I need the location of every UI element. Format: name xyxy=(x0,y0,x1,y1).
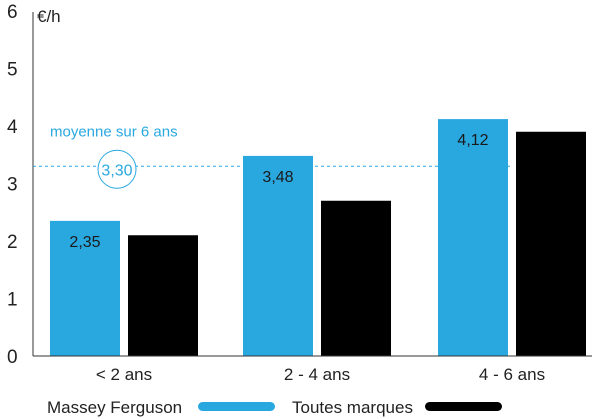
bar-value-label: 2,35 xyxy=(69,234,100,251)
average-reference-line: moyenne sur 6 ans 3,30 xyxy=(33,123,512,189)
x-category-label: 2 - 4 ans xyxy=(284,365,350,384)
x-category-label: < 2 ans xyxy=(96,365,152,384)
y-tick-label: 2 xyxy=(7,232,18,253)
legend-swatch-massey-ferguson xyxy=(198,402,275,411)
bar-massey-ferguson xyxy=(438,119,508,356)
average-line-label: moyenne sur 6 ans xyxy=(50,123,178,140)
bar-value-label: 3,48 xyxy=(262,169,293,186)
y-tick-label: 3 xyxy=(7,175,18,196)
y-axis-unit-label: €/h xyxy=(37,7,61,26)
y-tick-label: 6 xyxy=(7,2,18,23)
legend: Massey Ferguson Toutes marques xyxy=(47,398,502,417)
bar-massey-ferguson xyxy=(50,220,120,356)
y-tick-label: 0 xyxy=(7,347,18,368)
legend-label-massey-ferguson: Massey Ferguson xyxy=(47,398,182,417)
average-value-label: 3,30 xyxy=(101,162,132,179)
bar-value-label: 4,12 xyxy=(457,132,488,149)
bar-massey-ferguson xyxy=(243,155,313,356)
average-value-circle xyxy=(97,149,137,189)
bar-toutes-marques xyxy=(516,131,586,356)
bar-toutes-marques xyxy=(321,200,391,356)
y-axis-ticks: 0 1 2 3 4 5 6 xyxy=(7,2,18,368)
y-tick-label: 4 xyxy=(7,117,18,138)
bar-toutes-marques xyxy=(128,235,198,356)
x-category-label: 4 - 6 ans xyxy=(479,365,545,384)
legend-swatch-toutes-marques xyxy=(425,402,502,411)
y-tick-label: 1 xyxy=(7,290,18,311)
x-axis-categories: < 2 ans 2 - 4 ans 4 - 6 ans xyxy=(96,365,545,384)
legend-label-toutes-marques: Toutes marques xyxy=(292,398,413,417)
bars: 2,35 3,48 4,12 xyxy=(50,119,586,356)
y-tick-label: 5 xyxy=(7,60,18,81)
